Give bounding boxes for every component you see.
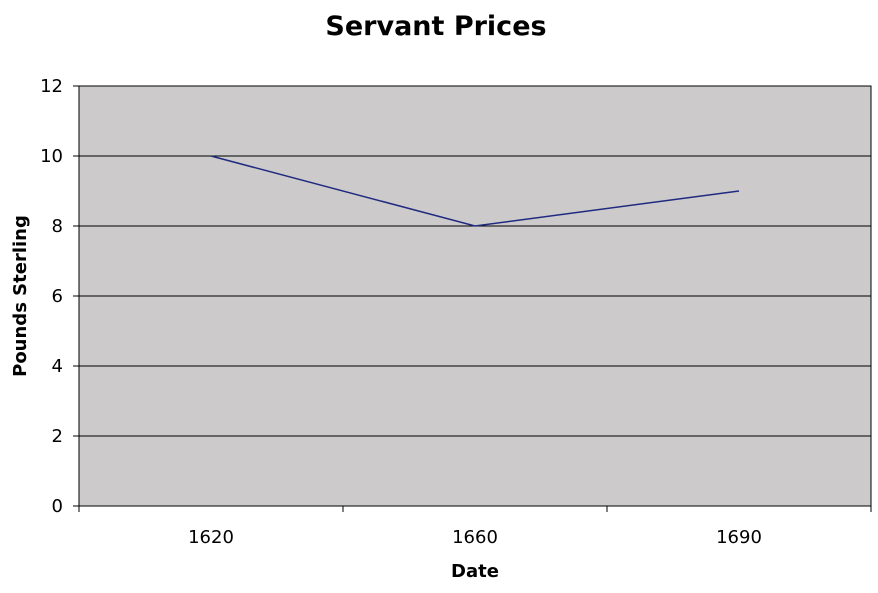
y-axis-title: Pounds Sterling — [10, 215, 31, 377]
y-tick-label: 8 — [52, 216, 63, 237]
y-tick-label: 4 — [52, 356, 63, 377]
x-tick-label: 1690 — [716, 527, 762, 548]
x-tick-labels: 1620 1660 1690 — [188, 527, 762, 548]
y-tick-labels: 0 2 4 6 8 10 12 — [40, 76, 63, 517]
y-tick-label: 0 — [52, 496, 63, 517]
y-tick-label: 2 — [52, 426, 63, 447]
y-tick-label: 12 — [40, 76, 63, 97]
series-layer — [210, 155, 740, 227]
chart-title: Servant Prices — [325, 11, 546, 42]
x-tick-label: 1620 — [188, 527, 234, 548]
axes — [73, 85, 872, 512]
x-tick-label: 1660 — [452, 527, 498, 548]
y-tick-label: 6 — [52, 286, 63, 307]
x-axis-title: Date — [451, 561, 499, 582]
y-tick-label: 10 — [40, 146, 63, 167]
